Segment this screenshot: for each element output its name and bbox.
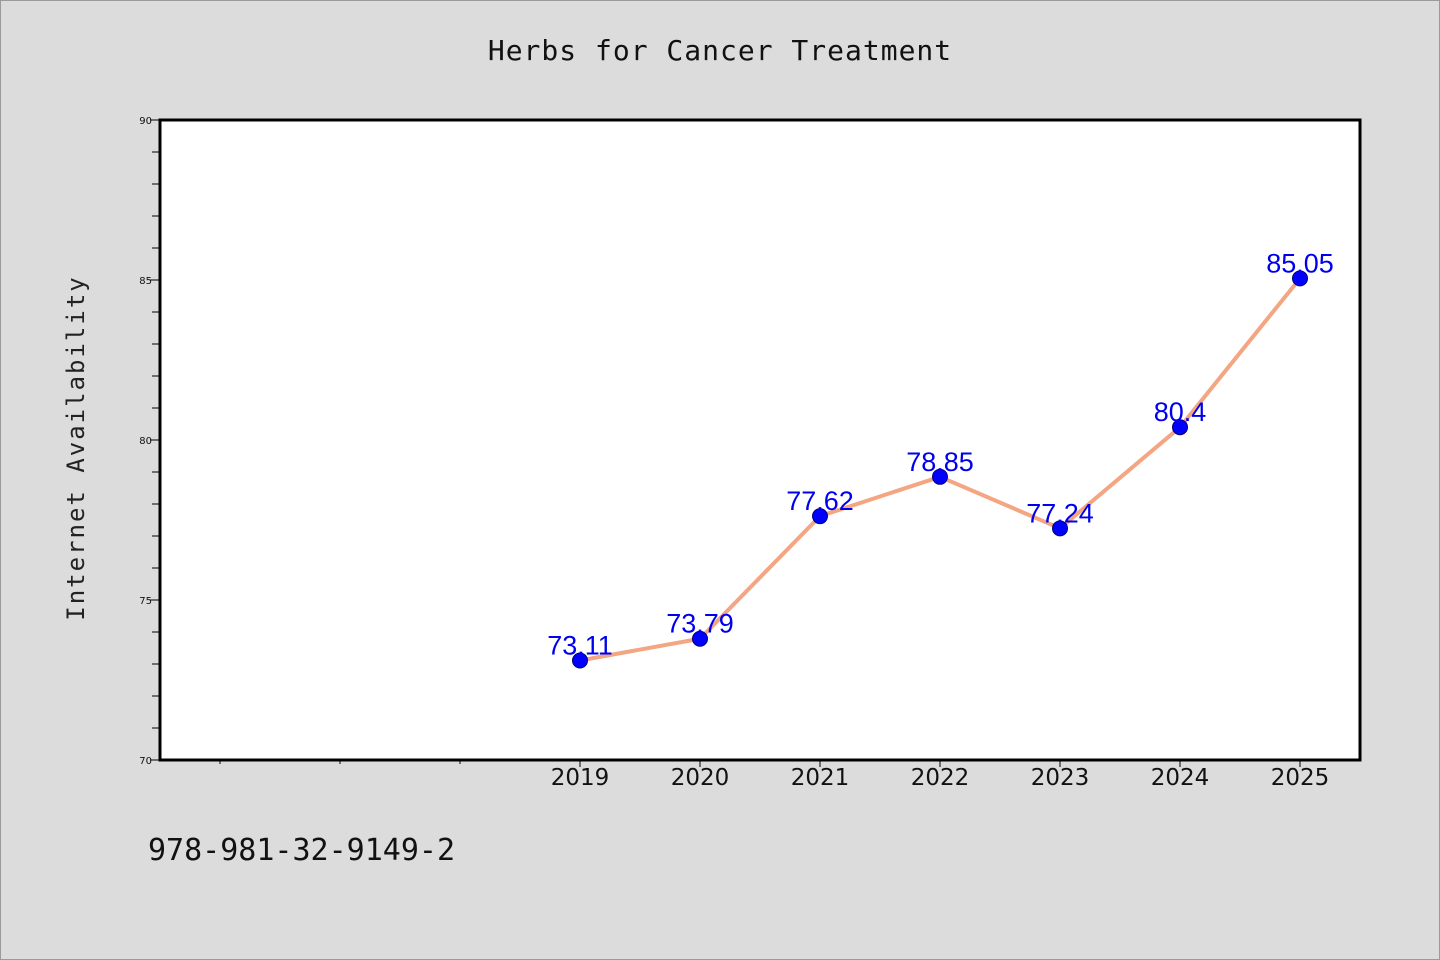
x-tick-label: 2022	[911, 765, 970, 791]
data-labels: 73.11 73.79 77.62 78.85 77.24 80.4 85.05	[547, 248, 1334, 660]
x-tick-label: 2025	[1271, 765, 1330, 791]
data-label: 73.11	[547, 630, 613, 660]
y-tick-label: 70	[139, 756, 152, 767]
data-label: 77.24	[1026, 498, 1094, 528]
data-label: 85.05	[1266, 248, 1334, 278]
x-tick-label: 2021	[791, 765, 850, 791]
data-label: 80.4	[1154, 397, 1207, 427]
data-label: 73.79	[666, 609, 734, 639]
data-point	[1052, 520, 1068, 537]
plot-area	[158, 118, 1362, 762]
data-point	[812, 508, 828, 525]
data-point	[1292, 270, 1308, 287]
isbn-footer: 978-981-32-9149-2	[148, 833, 456, 868]
data-point	[572, 652, 588, 669]
data-label: 78.85	[906, 447, 974, 477]
data-point	[1172, 419, 1188, 436]
data-label: 77.62	[786, 486, 854, 516]
data-point	[932, 468, 948, 485]
y-tick-label: 85	[139, 276, 152, 287]
axes: 70 75 80 85 90 2019 2020 2021 2022 2023 2024 2025	[139, 116, 1329, 791]
y-tick-label: 75	[139, 596, 152, 607]
x-tick-label: 2024	[1151, 765, 1210, 791]
x-tick-label: 2019	[551, 765, 610, 791]
chart-title: Herbs for Cancer Treatment	[487, 34, 953, 67]
markers	[572, 270, 1308, 669]
data-point	[692, 630, 708, 647]
y-tick-label: 90	[139, 116, 152, 127]
x-tick-label: 2020	[671, 765, 730, 791]
y-tick-label: 80	[139, 436, 152, 447]
x-tick-label: 2023	[1031, 765, 1090, 791]
